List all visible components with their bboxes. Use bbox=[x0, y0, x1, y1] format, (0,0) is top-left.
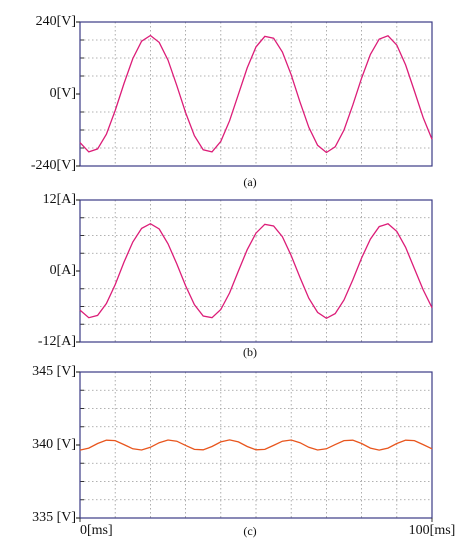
waveform bbox=[79, 34, 433, 154]
y-tick-label: 345 [V] bbox=[32, 364, 76, 379]
caption: (c) bbox=[243, 524, 256, 538]
y-tick-label: 12[A] bbox=[43, 192, 76, 207]
caption: (b) bbox=[243, 345, 257, 359]
x-tick-label: 100[ms] bbox=[409, 523, 456, 538]
y-tick-label: -12[A] bbox=[38, 334, 76, 349]
y-tick-label: 240[V] bbox=[36, 14, 76, 29]
y-tick-label: 0[A] bbox=[50, 263, 76, 278]
caption: (a) bbox=[243, 175, 256, 189]
y-tick-label: 0[V] bbox=[50, 86, 76, 101]
y-tick-label: 340 [V] bbox=[32, 437, 76, 452]
waveform bbox=[79, 222, 433, 320]
y-tick-label: -240[V] bbox=[31, 158, 76, 173]
x-tick-label: 0[ms] bbox=[80, 523, 113, 538]
waveform bbox=[79, 439, 433, 451]
y-tick-label: 335 [V] bbox=[32, 510, 76, 525]
